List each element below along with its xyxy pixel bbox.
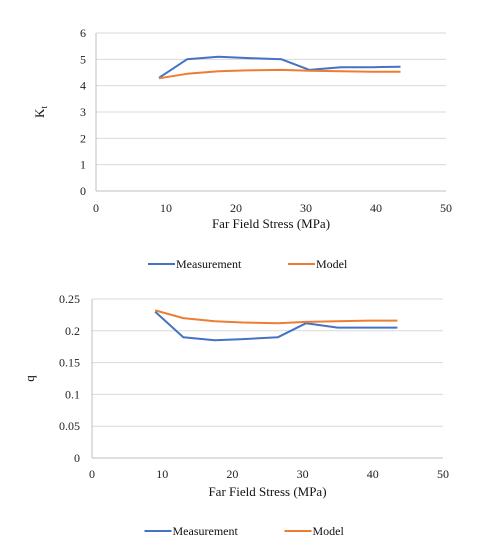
x-axis-title: Far Field Stress (MPa) [208, 484, 326, 499]
chart-2: 0 0.05 0.1 0.15 0.2 0.25 0 10 20 30 40 50 Far Field … [22, 292, 449, 538]
x-tick-label: 30 [300, 201, 312, 215]
x-tick-label: 50 [440, 201, 452, 215]
legend-label-model: Model [316, 257, 348, 271]
y-tick-label: 6 [80, 26, 86, 40]
x-tick-label: 10 [160, 201, 172, 215]
y-tick-label: 2 [80, 131, 86, 145]
y-tick-label: 0.2 [65, 324, 80, 338]
y-axis-title: Kt [32, 106, 49, 118]
legend-label-measurement: Measurement [176, 257, 242, 271]
y-axis-title-main: q [22, 375, 37, 382]
series-line-measurement [158, 55, 401, 79]
x-tick-label: 20 [226, 467, 238, 481]
y-axis-title-main: K [32, 108, 47, 118]
legend: Measurement Model [148, 257, 348, 271]
y-tick-label: 5 [80, 52, 86, 66]
x-tick-label: 20 [230, 201, 242, 215]
x-tick-label: 30 [297, 467, 309, 481]
chart-1: 0 1 2 3 4 5 6 0 10 20 30 40 50 Far Field Stress (MPa)… [32, 26, 452, 271]
x-tick-label: 40 [367, 467, 379, 481]
y-axis-title: q [22, 375, 37, 382]
series-line-measurement [154, 310, 398, 342]
y-tick-label: 3 [80, 105, 86, 119]
x-tick-label: 0 [89, 467, 95, 481]
y-tick-label: 0 [74, 451, 80, 465]
x-tick-label: 0 [93, 201, 99, 215]
series-line-model [154, 309, 398, 325]
legend: Measurement Model [144, 524, 345, 538]
legend-label-measurement: Measurement [173, 524, 239, 538]
y-tick-label: 1 [80, 158, 86, 172]
legend-label-model: Model [313, 524, 345, 538]
x-tick-label: 10 [156, 467, 168, 481]
y-axis-title-subscript: t [39, 106, 49, 109]
x-axis-title: Far Field Stress (MPa) [212, 216, 330, 231]
y-tick-label: 0 [80, 184, 86, 198]
y-tick-label: 4 [80, 79, 86, 93]
x-tick-label: 40 [370, 201, 382, 215]
series-line-model [158, 68, 401, 80]
y-tick-label: 0.1 [65, 387, 80, 401]
y-tick-label: 0.05 [59, 419, 80, 433]
x-tick-label: 50 [437, 467, 449, 481]
y-tick-label: 0.25 [59, 292, 80, 306]
y-tick-label: 0.15 [59, 356, 80, 370]
